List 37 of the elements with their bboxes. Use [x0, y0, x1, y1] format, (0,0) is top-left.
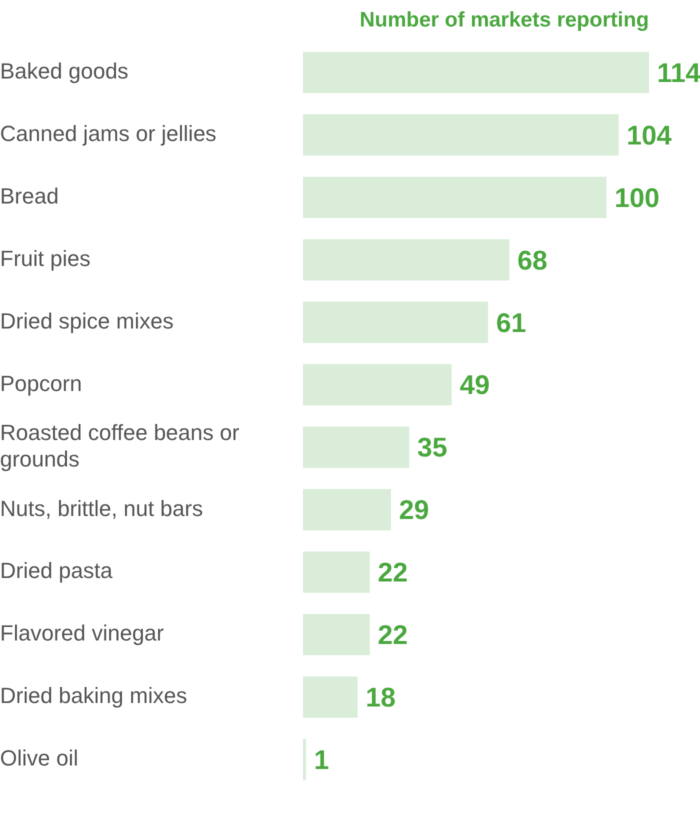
data-label: 61	[496, 308, 526, 338]
bar	[303, 239, 510, 280]
y-tick-label: Dried pasta	[0, 558, 114, 584]
data-label: 49	[460, 370, 490, 400]
bar	[303, 114, 619, 156]
y-tick-label: Nuts, brittle, nut bars	[0, 496, 203, 521]
chart-title: Number of markets reporting	[360, 8, 649, 32]
bar	[303, 738, 306, 780]
data-label: 68	[517, 245, 548, 276]
y-tick-label: Popcorn	[0, 370, 82, 396]
data-label: 1	[314, 745, 330, 776]
y-tick-label: Roasted coffee beans or grounds	[0, 420, 240, 472]
data-label: 22	[378, 620, 408, 650]
bar	[303, 552, 370, 593]
bar	[303, 489, 392, 530]
bar	[303, 676, 358, 718]
y-tick-label: Flavored vinegar	[0, 620, 164, 646]
data-label: 35	[417, 432, 448, 463]
y-tick-label: Baked goods	[0, 58, 128, 84]
bar	[303, 52, 649, 94]
y-tick-label: Olive oil	[0, 746, 78, 771]
data-label: 114	[657, 58, 700, 88]
y-tick-label: Dried spice mixes	[0, 308, 174, 334]
bar	[303, 176, 607, 218]
y-tick-label: Bread	[0, 183, 59, 208]
data-label: 100	[614, 182, 660, 213]
y-tick-label: Dried baking mixes	[0, 683, 188, 708]
data-label: 104	[626, 120, 672, 150]
y-tick-label: Canned jams or jellies	[0, 120, 216, 146]
bar	[303, 364, 452, 406]
data-label: 18	[366, 682, 396, 713]
bar	[303, 302, 488, 343]
data-label: 29	[399, 495, 430, 526]
data-label: 22	[378, 558, 408, 588]
bar	[303, 426, 410, 468]
y-tick-label: Fruit pies	[0, 246, 90, 271]
bar	[303, 614, 370, 656]
